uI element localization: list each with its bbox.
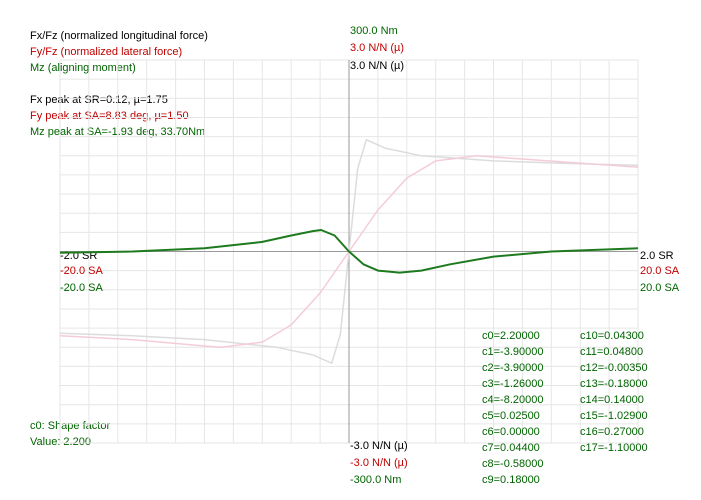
x-tick-label: 2.0 SR xyxy=(640,250,674,262)
peak-fx: Fx peak at SR=0.12, µ=1.75 xyxy=(30,94,168,106)
coefficient: c15=-1.02900 xyxy=(580,410,648,422)
coefficient: c1=-3.90000 xyxy=(482,346,543,358)
x-tick-label: -20.0 SA xyxy=(60,282,103,294)
coefficient: c0=2.20000 xyxy=(482,330,540,342)
coefficient: c16=0.27000 xyxy=(580,426,644,438)
selected-name: c0: Shape factor xyxy=(30,420,110,432)
legend-mz: Mz (aligning moment) xyxy=(30,62,136,74)
series-line xyxy=(59,229,639,274)
coefficient: c14=0.14000 xyxy=(580,394,644,406)
coefficient: c10=0.04300 xyxy=(580,330,644,342)
coefficient: c12=-0.00350 xyxy=(580,362,648,374)
coefficient: c5=0.02500 xyxy=(482,410,540,422)
coefficient: c8=-0.58000 xyxy=(482,458,543,470)
y-tick-label: 3.0 N/N (µ) xyxy=(350,42,404,54)
x-tick-label: -20.0 SA xyxy=(60,265,103,277)
legend-fy: Fy/Fz (normalized lateral force) xyxy=(30,46,182,58)
y-tick-label: -300.0 Nm xyxy=(350,474,401,486)
peak-fy: Fy peak at SA=8.83 deg, µ=1.50 xyxy=(30,110,189,122)
legend-fx: Fx/Fz (normalized longitudinal force) xyxy=(30,30,208,42)
coefficient: c9=0.18000 xyxy=(482,474,540,486)
y-tick-label: 3.0 N/N (µ) xyxy=(350,60,404,72)
x-tick-label: 20.0 SA xyxy=(640,265,680,277)
coefficient: c13=-0.18000 xyxy=(580,378,648,390)
coefficient: c17=-1.10000 xyxy=(580,442,648,454)
coefficient: c11=0.04800 xyxy=(580,346,643,358)
coefficient: c6=0.00000 xyxy=(482,426,540,438)
coefficient: c3=-1.26000 xyxy=(482,378,543,390)
y-tick-label: -3.0 N/N (µ) xyxy=(350,457,408,469)
y-tick-label: 300.0 Nm xyxy=(350,25,398,37)
x-tick-label: 20.0 SA xyxy=(640,282,680,294)
coefficient: c7=0.04400 xyxy=(482,442,540,454)
coefficient: c4=-8.20000 xyxy=(482,394,543,406)
y-tick-label: -3.0 N/N (µ) xyxy=(350,440,408,452)
coefficient: c2=-3.90000 xyxy=(482,362,543,374)
